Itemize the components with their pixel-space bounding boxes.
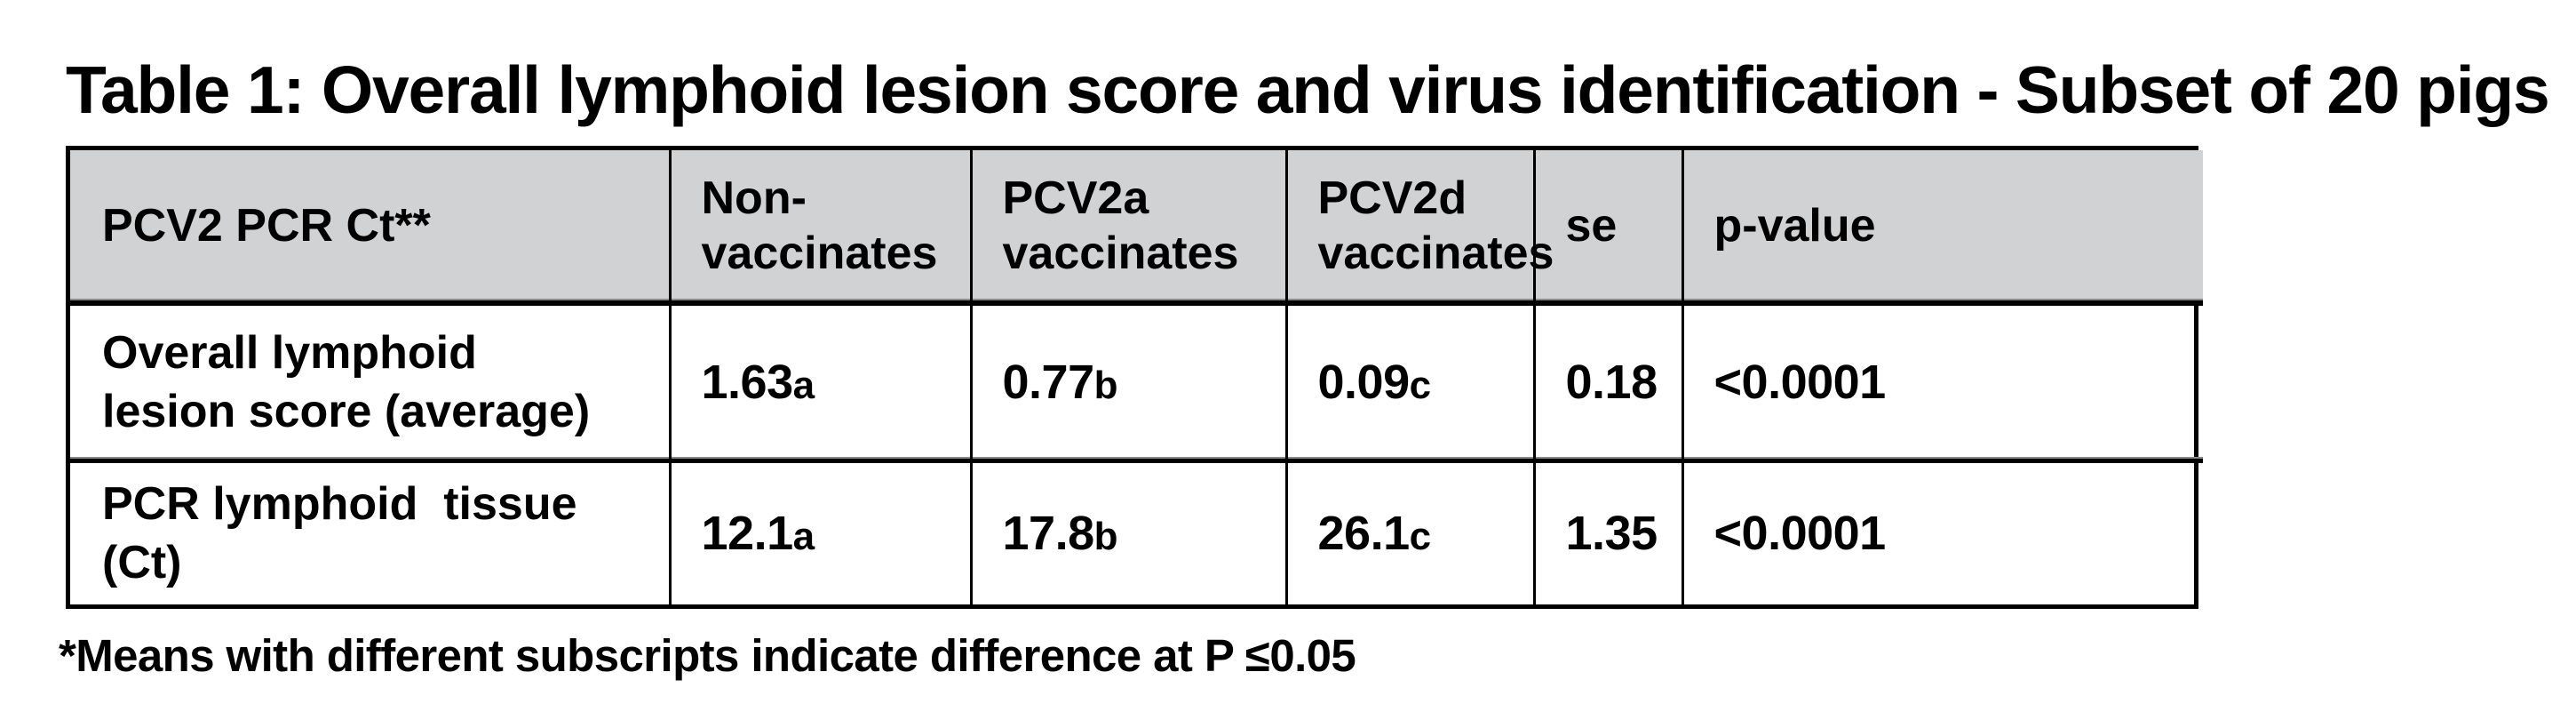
header-pcv2a-vaccinates: PCV2a vaccinates [969, 150, 1286, 306]
cell-se: 0.18 [1532, 303, 1682, 463]
header-label: p-value [1713, 199, 1876, 252]
row-label-line2: lesion score (average) [102, 385, 591, 437]
header-label-line2: vaccinates [1317, 227, 1554, 279]
cell-value: 1.63 [701, 355, 794, 409]
cell-subscript: c [1409, 515, 1432, 559]
header-label-line1: PCV2a [1002, 172, 1149, 224]
cell-se: 1.35 [1532, 460, 1682, 604]
row-label: PCR lymphoid tissue (Ct) [70, 460, 670, 604]
cell-value: 17.8 [1002, 507, 1095, 561]
cell-value: 12.1 [701, 507, 794, 561]
table-row: Overall lymphoid lesion score (average) 1… [70, 303, 2203, 463]
cell-p-value: <0.0001 [1681, 303, 2203, 463]
table-row: PCR lymphoid tissue (Ct) 12.1a 17.8b 26.1… [70, 460, 2203, 604]
header-pcv2d-vaccinates: PCV2d vaccinates [1284, 150, 1554, 306]
header-label-line1: PCV2d [1317, 172, 1467, 224]
table-body: Overall lymphoid lesion score (average) 1… [70, 303, 2203, 604]
table-title: Table 1: Overall lymphoid lesion score a… [66, 52, 2550, 127]
header-label: PCV2 PCR Ct** [102, 199, 431, 252]
table-header: PCV2 PCR Ct** Non-vaccinates PCV2a vaccin… [70, 150, 2203, 306]
cell-subscript: a [792, 515, 815, 559]
header-label-line2: vaccinates [1002, 227, 1239, 279]
cell-non-vaccinates: 1.63a [668, 303, 971, 463]
cell-non-vaccinates: 12.1a [668, 460, 971, 604]
cell-value: 26.1 [1317, 507, 1411, 561]
header-non-vaccinates: Non-vaccinates [668, 150, 971, 306]
row-label: Overall lymphoid lesion score (average) [70, 303, 670, 463]
cell-pcv2d-vaccinates: 26.1c [1284, 460, 1534, 604]
header-p-value: p-value [1681, 150, 2203, 306]
cell-pcv2a-vaccinates: 17.8b [969, 460, 1286, 604]
row-label-line1: PCR lymphoid tissue [102, 478, 577, 531]
cell-value: 0.77 [1002, 355, 1095, 409]
cell-subscript: c [1409, 363, 1432, 407]
cell-subscript: b [1093, 363, 1118, 407]
footnote: *Means with different subscripts indicat… [59, 630, 1356, 681]
results-table: PCV2 PCR Ct** Non-vaccinates PCV2a vaccin… [66, 146, 2203, 609]
row-label-line1: Overall lymphoid [102, 326, 477, 379]
cell-pcv2a-vaccinates: 0.77b [969, 303, 1286, 463]
row-label-line2: (Ct) [102, 537, 182, 589]
header-se: se [1532, 150, 1682, 306]
header-label: se [1565, 199, 1618, 252]
header-pcv2-pcr-ct: PCV2 PCR Ct** [70, 150, 670, 306]
results-table-grid: PCV2 PCR Ct** Non-vaccinates PCV2a vaccin… [70, 150, 2203, 604]
cell-p-value: <0.0001 [1681, 460, 2203, 604]
cell-pcv2d-vaccinates: 0.09c [1284, 303, 1534, 463]
header-row: PCV2 PCR Ct** Non-vaccinates PCV2a vaccin… [70, 150, 2203, 306]
cell-value: 0.09 [1317, 355, 1411, 409]
header-label-line2: vaccinates [701, 227, 938, 279]
cell-subscript: b [1093, 515, 1118, 559]
header-label-line1: Non- [701, 172, 807, 224]
cell-subscript: a [792, 363, 815, 407]
